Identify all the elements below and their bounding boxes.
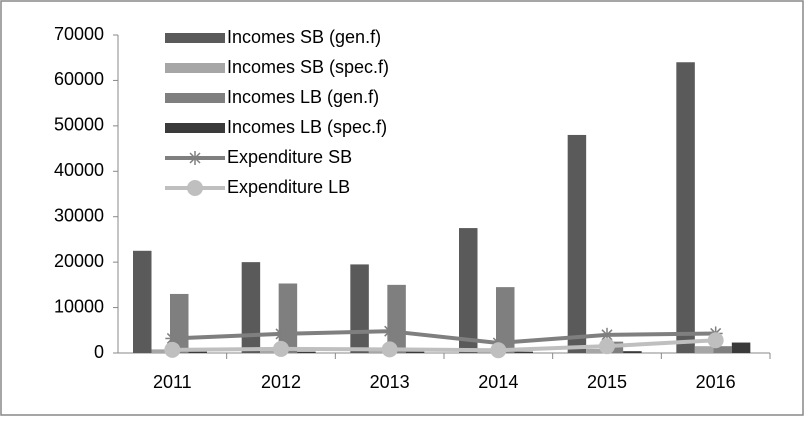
legend-marker bbox=[187, 180, 203, 196]
y-tick-label: 40000 bbox=[54, 160, 104, 180]
line-marker bbox=[382, 324, 397, 339]
line-marker bbox=[165, 331, 180, 346]
marker bbox=[490, 342, 507, 359]
y-tick-label: 0 bbox=[94, 342, 104, 362]
bar bbox=[567, 134, 587, 353]
marker bbox=[164, 341, 181, 358]
bar bbox=[350, 264, 369, 353]
bar bbox=[260, 349, 279, 353]
bar bbox=[676, 62, 695, 353]
x-tick-label: 2015 bbox=[587, 372, 627, 392]
line bbox=[172, 329, 716, 346]
y-tick-label: 10000 bbox=[54, 296, 104, 316]
bar bbox=[459, 228, 478, 353]
bar bbox=[133, 250, 152, 353]
bar bbox=[713, 346, 732, 353]
y-tick-label: 20000 bbox=[54, 251, 104, 271]
line-marker bbox=[707, 332, 724, 349]
line-marker bbox=[599, 338, 615, 355]
bar bbox=[514, 351, 533, 353]
bar bbox=[496, 287, 515, 353]
legend-label: Incomes LB (gen.f) bbox=[227, 87, 379, 107]
marker bbox=[381, 341, 398, 358]
y-tick-label: 30000 bbox=[54, 205, 104, 225]
bar bbox=[694, 346, 714, 353]
x-tick-label: 2016 bbox=[696, 372, 736, 392]
line-marker bbox=[164, 341, 181, 358]
marker bbox=[187, 180, 203, 196]
y-tick-label: 60000 bbox=[54, 69, 104, 89]
marker bbox=[707, 332, 724, 349]
x-tick-label: 2014 bbox=[478, 372, 518, 392]
x-tick-label: 2013 bbox=[370, 372, 410, 392]
y-tick-label: 50000 bbox=[54, 115, 104, 135]
bar bbox=[387, 284, 406, 353]
line-marker bbox=[490, 342, 507, 359]
legend-swatch bbox=[165, 33, 225, 43]
bar bbox=[297, 351, 316, 353]
bar bbox=[241, 262, 261, 353]
bar bbox=[405, 351, 425, 353]
marker bbox=[599, 338, 615, 355]
legend-label: Incomes SB (gen.f) bbox=[227, 27, 381, 47]
bar bbox=[623, 351, 642, 353]
line-marker bbox=[381, 341, 398, 358]
legend-label: Expenditure LB bbox=[227, 177, 350, 197]
bar bbox=[586, 348, 605, 353]
legend-label: Expenditure SB bbox=[227, 147, 352, 167]
marker bbox=[273, 340, 289, 357]
legend-marker bbox=[188, 151, 202, 165]
x-tick-label: 2012 bbox=[261, 372, 301, 392]
line-marker bbox=[274, 326, 288, 341]
legend-label: Incomes SB (spec.f) bbox=[227, 57, 389, 77]
line-marker bbox=[600, 327, 614, 342]
bar bbox=[151, 349, 170, 353]
legend-swatch bbox=[165, 123, 225, 133]
line-marker bbox=[273, 340, 289, 357]
legend-swatch bbox=[165, 63, 225, 73]
y-tick-label: 70000 bbox=[54, 24, 104, 44]
line bbox=[172, 338, 716, 353]
x-tick-label: 2011 bbox=[153, 372, 192, 392]
bar bbox=[188, 351, 207, 353]
bar bbox=[731, 342, 751, 353]
legend-label: Incomes LB (spec.f) bbox=[227, 117, 387, 137]
legend-swatch bbox=[165, 93, 225, 103]
